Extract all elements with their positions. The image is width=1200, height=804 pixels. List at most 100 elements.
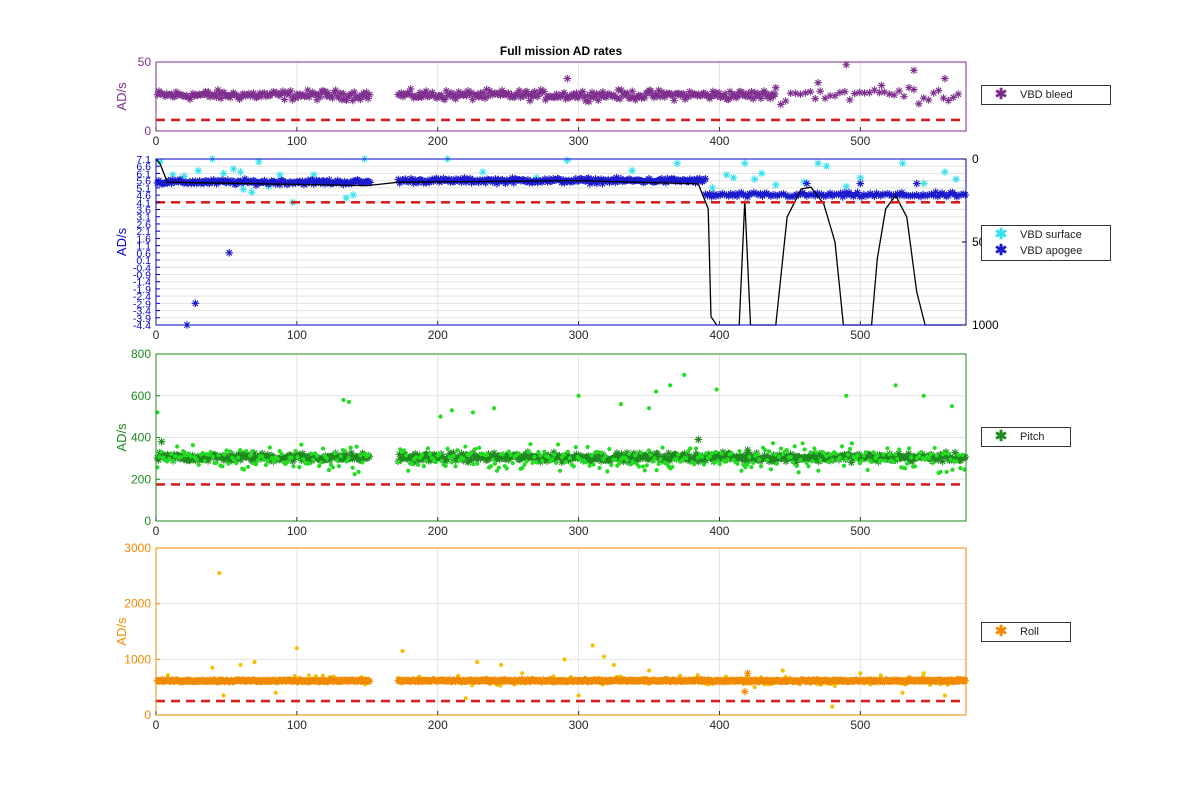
data-point xyxy=(834,451,839,456)
data-point xyxy=(208,450,213,455)
data-point xyxy=(334,93,343,102)
data-point xyxy=(800,441,805,446)
y-tick-label: -0.4 xyxy=(133,262,151,274)
data-point xyxy=(515,86,523,95)
data-point xyxy=(196,462,201,467)
data-point xyxy=(846,451,855,460)
data-point xyxy=(772,83,780,92)
data-point xyxy=(463,696,469,701)
data-point xyxy=(830,704,835,709)
data-point xyxy=(190,443,196,448)
data-point xyxy=(228,449,233,454)
data-point xyxy=(595,449,600,455)
data-point xyxy=(306,673,311,678)
data-point xyxy=(747,87,756,96)
data-point xyxy=(338,454,343,459)
data-point xyxy=(664,449,673,457)
y-tick-label: 2.6 xyxy=(136,219,151,231)
data-point xyxy=(336,464,341,469)
data-point xyxy=(630,449,638,458)
data-point xyxy=(427,91,435,99)
data-point xyxy=(898,159,907,168)
data-point xyxy=(169,451,174,456)
data-point xyxy=(360,460,365,465)
data-point xyxy=(750,175,759,184)
data-point xyxy=(680,449,689,458)
data-point xyxy=(520,671,525,676)
data-point xyxy=(934,86,943,95)
data-point xyxy=(925,190,934,199)
x-tick-label: 300 xyxy=(569,718,589,732)
data-point xyxy=(535,89,544,97)
data-point xyxy=(640,94,649,102)
data-point xyxy=(180,449,186,454)
data-point xyxy=(499,662,504,668)
data-point xyxy=(553,460,559,465)
data-point xyxy=(271,89,279,98)
data-point xyxy=(893,452,898,457)
data-point xyxy=(395,450,404,459)
data-point xyxy=(830,457,835,462)
data-point xyxy=(309,171,318,179)
data-point xyxy=(160,451,168,460)
data-point xyxy=(776,454,782,459)
data-point xyxy=(518,454,527,463)
data-point xyxy=(715,89,723,97)
data-point xyxy=(586,179,594,188)
data-point xyxy=(701,175,710,183)
data-point xyxy=(200,90,208,98)
legend-label: VBD bleed xyxy=(1020,89,1073,101)
data-point xyxy=(942,693,947,698)
data-point xyxy=(853,188,862,197)
x-tick-label: 400 xyxy=(709,524,729,538)
data-point xyxy=(800,190,809,199)
data-point xyxy=(242,467,247,472)
data-point xyxy=(919,94,928,102)
x-tick-label: 200 xyxy=(428,134,448,148)
data-point xyxy=(189,89,197,98)
data-point xyxy=(173,91,182,99)
data-point xyxy=(605,469,610,474)
data-point xyxy=(623,89,632,97)
data-point xyxy=(508,174,517,182)
data-point xyxy=(442,86,451,95)
data-point xyxy=(265,458,270,463)
data-point xyxy=(791,89,800,98)
data-point xyxy=(293,449,298,454)
data-point xyxy=(219,169,228,178)
data-point xyxy=(811,94,820,103)
data-point xyxy=(365,677,374,686)
data-point xyxy=(510,460,515,466)
data-point xyxy=(616,95,624,103)
data-point xyxy=(411,450,419,458)
data-point xyxy=(572,89,581,97)
data-point xyxy=(483,455,492,464)
data-point xyxy=(157,437,166,446)
data-point xyxy=(771,191,779,200)
data-point xyxy=(274,91,283,99)
data-point xyxy=(842,60,851,69)
data-point xyxy=(294,93,303,101)
data-point xyxy=(694,458,702,466)
data-point xyxy=(766,94,774,103)
data-point xyxy=(311,457,316,462)
data-point xyxy=(155,87,163,96)
data-point xyxy=(656,461,661,467)
data-point xyxy=(471,462,476,467)
data-point xyxy=(910,191,919,200)
data-point xyxy=(365,90,374,99)
data-point xyxy=(433,94,441,102)
y-tick-label: 1.1 xyxy=(136,241,151,253)
data-point xyxy=(613,457,618,462)
data-point xyxy=(520,465,525,470)
data-point xyxy=(451,95,460,103)
data-point xyxy=(561,452,567,457)
data-point xyxy=(962,467,967,472)
y-tick-label: 0 xyxy=(144,124,151,138)
data-point xyxy=(232,457,237,463)
data-point xyxy=(510,93,519,101)
x-tick-label: 0 xyxy=(153,134,160,148)
figure-title: Full mission AD rates xyxy=(500,44,623,58)
data-point xyxy=(350,88,359,96)
data-point xyxy=(562,657,567,662)
